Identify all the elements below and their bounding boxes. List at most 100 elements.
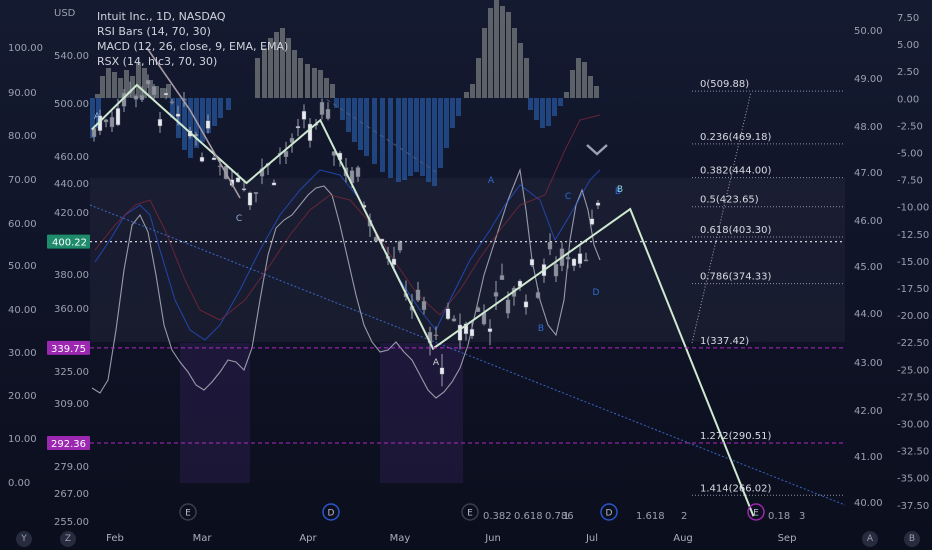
left-axis-tick-1: 90.00 [8,88,37,99]
x-axis-label-mar: Mar [193,533,213,544]
right-axis2-tick-3: 0.00 [897,94,919,105]
candle-body-35 [301,110,307,120]
event-marker-label-1: D [328,509,335,519]
rsi-bar-6 [130,76,135,98]
fib-label-3: 0.5(423.65) [700,195,759,206]
rsi-bar-4 [118,78,123,98]
rsi-bar-9 [148,80,153,98]
candle-body-18 [199,156,205,162]
candle-body-80 [571,258,577,266]
left-axis-tick-10: 0.00 [8,478,30,489]
fib-label-7: 1.272(290.51) [700,431,772,442]
macd-bar-21 [396,98,401,182]
axis-settings-button-left[interactable]: Y [16,531,32,547]
rsi-bar-24 [324,78,329,98]
event-marker-ring-4 [747,503,765,521]
down-chevron-icon [586,144,608,156]
candle-body-61 [457,324,463,341]
candle-body-84 [595,202,601,206]
rsi-bar-29 [482,28,487,98]
price-marker-bg-0 [47,340,90,355]
macd-bar-30 [450,98,455,128]
oversold-zone-2 [440,343,463,483]
rsi-bar-22 [312,68,317,98]
axis-settings-button-right[interactable]: A [862,531,878,547]
rsi-bar-39 [576,58,581,98]
price-axis-tick-3: 440.00 [54,179,89,190]
chart-legend: Intuit Inc., 1D, NASDAQ RSI Bars (14, 70… [97,9,288,69]
rsi-bar-32 [500,6,505,98]
candle-body-57 [433,334,439,337]
candle-body-4 [115,108,121,126]
macd-bar-9 [212,98,217,126]
candle-body-30 [271,182,277,186]
bottom-ratio-label-5: 2 [681,511,687,522]
right-axis2-tick-17: -35.00 [897,474,929,485]
candle-body-39 [325,108,331,119]
candle-body-62 [463,323,469,335]
x-axis-label-may: May [390,533,411,544]
right-axis2-tick-8: -12.50 [897,230,929,241]
wave-path-early [146,47,241,199]
candle-body-58 [439,367,445,375]
right-axis2-tick-9: -15.00 [897,257,929,268]
candle-body-38 [319,102,325,115]
indicator-rsx[interactable]: RSX (14, hlc3, 70, 30) [97,55,218,68]
indicator-macd[interactable]: MACD (12, 26, close, 9, EMA, EMA) [97,40,289,53]
candle-body-76 [547,241,553,250]
candle-body-54 [415,289,421,301]
candle-body-44 [355,167,361,177]
rsi-bar-40 [582,62,587,98]
candle-body-9 [145,79,151,85]
rsi-bar-1 [100,76,105,98]
right-axis2-tick-13: -25.00 [897,365,929,376]
bottom-ratio-label-2: 0.786 [545,511,574,522]
candle-body-13 [169,101,175,103]
candle-body-12 [163,92,169,96]
axis-settings-button-left-2[interactable]: Z [60,531,76,547]
macd-bar-7 [200,98,205,142]
fib-label-8: 1.414(266.02) [700,483,772,494]
price-axis-tick-11: 255.00 [54,517,89,528]
wave-label-5: C [565,192,571,202]
event-marker-ring-0 [179,503,197,521]
right-axis2-tick-1: 5.00 [897,40,919,51]
bottom-ratio-label-3: 1 [563,511,569,522]
wave-label-4: B [538,324,544,334]
rsi-bar-33 [506,12,511,98]
macd-bar-15 [352,98,357,142]
candle-body-59 [445,308,451,320]
event-marker-label-4: E [753,509,759,519]
price-axis-tick-2: 460.00 [54,152,89,163]
price-marker-bg-1 [47,435,90,450]
right-axis2-tick-5: -5.00 [897,149,923,160]
left-axis-tick-4: 60.00 [8,219,37,230]
right-axis1-tick-1: 49.00 [854,74,883,85]
macd-bar-17 [364,98,369,156]
fib-label-0: 0(509.88) [700,79,749,90]
candle-body-32 [283,151,289,158]
macd-bar-19 [380,98,385,172]
candle-body-24 [235,177,241,183]
candle-body-83 [589,218,595,225]
macd-bar-10 [218,98,223,118]
price-axis-tick-6: 360.00 [54,304,89,315]
rsi-bar-12 [166,84,171,98]
macd-bar-14 [346,98,351,132]
candle-body-8 [139,94,145,100]
event-marker-label-2: E [467,509,473,519]
rsi-bar-27 [470,84,475,98]
left-axis-tick-3: 70.00 [8,175,37,186]
event-marker-ring-3 [600,503,618,521]
candle-body-67 [493,292,499,297]
macd-bar-0 [90,98,95,138]
indicator-rsi-bars[interactable]: RSI Bars (14, 70, 30) [97,25,211,38]
candle-body-69 [505,299,511,314]
macd-bar-32 [528,98,533,110]
macd-bar-37 [558,98,563,106]
rsx-line [91,167,601,399]
elliott-wave-path [91,83,755,517]
axis-settings-button-right-2[interactable]: B [904,531,920,547]
